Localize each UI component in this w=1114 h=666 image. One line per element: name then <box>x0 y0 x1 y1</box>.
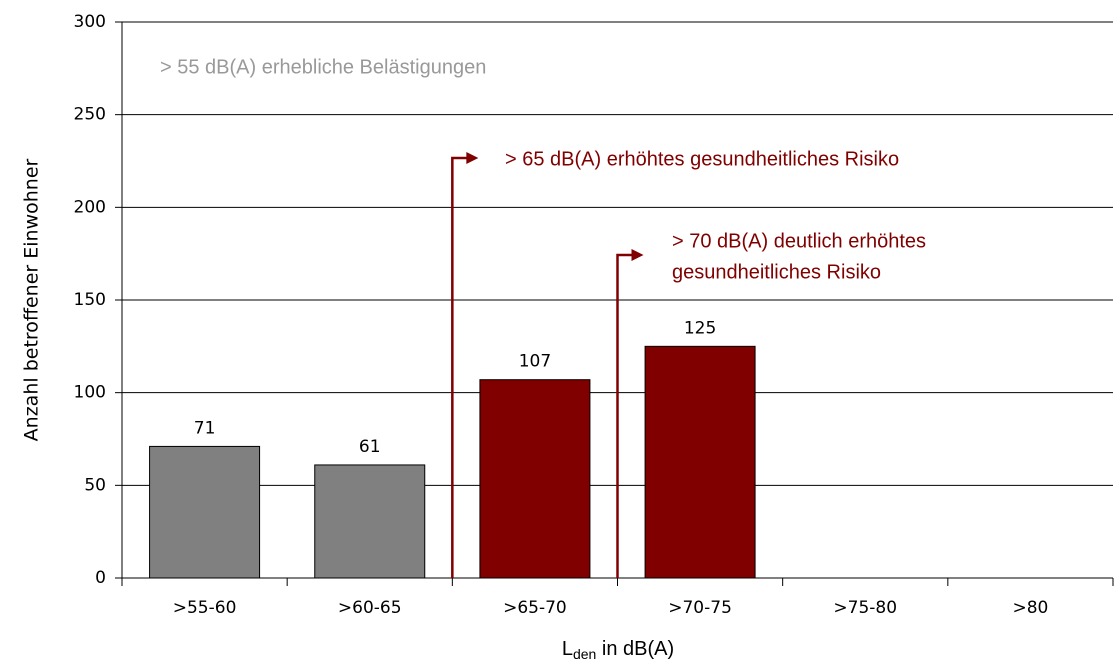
x-axis-label: Lden in dB(A) <box>562 638 674 661</box>
y-tick-label: 200 <box>74 197 106 217</box>
arrow <box>616 253 636 578</box>
x-tick-label: >70-75 <box>668 598 732 618</box>
arrow-head <box>466 152 479 164</box>
bar <box>479 379 591 579</box>
y-axis-label: Anzahl betroffener Einwohner <box>21 158 43 441</box>
value-label: 107 <box>519 352 551 372</box>
x-tick-label: >60-65 <box>338 598 402 618</box>
x-tick-label: >65-70 <box>503 598 567 618</box>
y-tick-label: 250 <box>74 105 106 125</box>
x-tick-label: >80 <box>1012 598 1048 618</box>
value-label: 125 <box>684 318 716 338</box>
y-tick-label: 100 <box>74 383 106 403</box>
x-tick-label: >55-60 <box>173 598 237 618</box>
arrow-head <box>631 249 644 261</box>
annotation: > 65 dB(A) erhöhtes gesundheitliches Ris… <box>505 148 899 170</box>
annotation: > 55 dB(A) erhebliche Belästigungen <box>160 56 486 78</box>
value-label: 71 <box>194 418 216 438</box>
y-tick-label: 0 <box>95 568 106 588</box>
y-tick-label: 50 <box>84 475 106 495</box>
x-label-sub: den <box>573 646 596 662</box>
x-tick-label: >75-80 <box>833 598 897 618</box>
y-tick-label: 150 <box>74 290 106 310</box>
bar <box>644 345 756 579</box>
annotation: gesundheitliches Risiko <box>672 261 881 283</box>
bar <box>149 445 261 579</box>
x-label-main: L <box>562 638 573 660</box>
bar <box>314 464 426 579</box>
x-label-rest: in dB(A) <box>596 638 674 660</box>
annotation: > 70 dB(A) deutlich erhöhtes <box>672 230 926 252</box>
y-tick-label: 300 <box>74 12 106 32</box>
value-label: 61 <box>359 437 381 457</box>
arrow <box>451 156 471 578</box>
